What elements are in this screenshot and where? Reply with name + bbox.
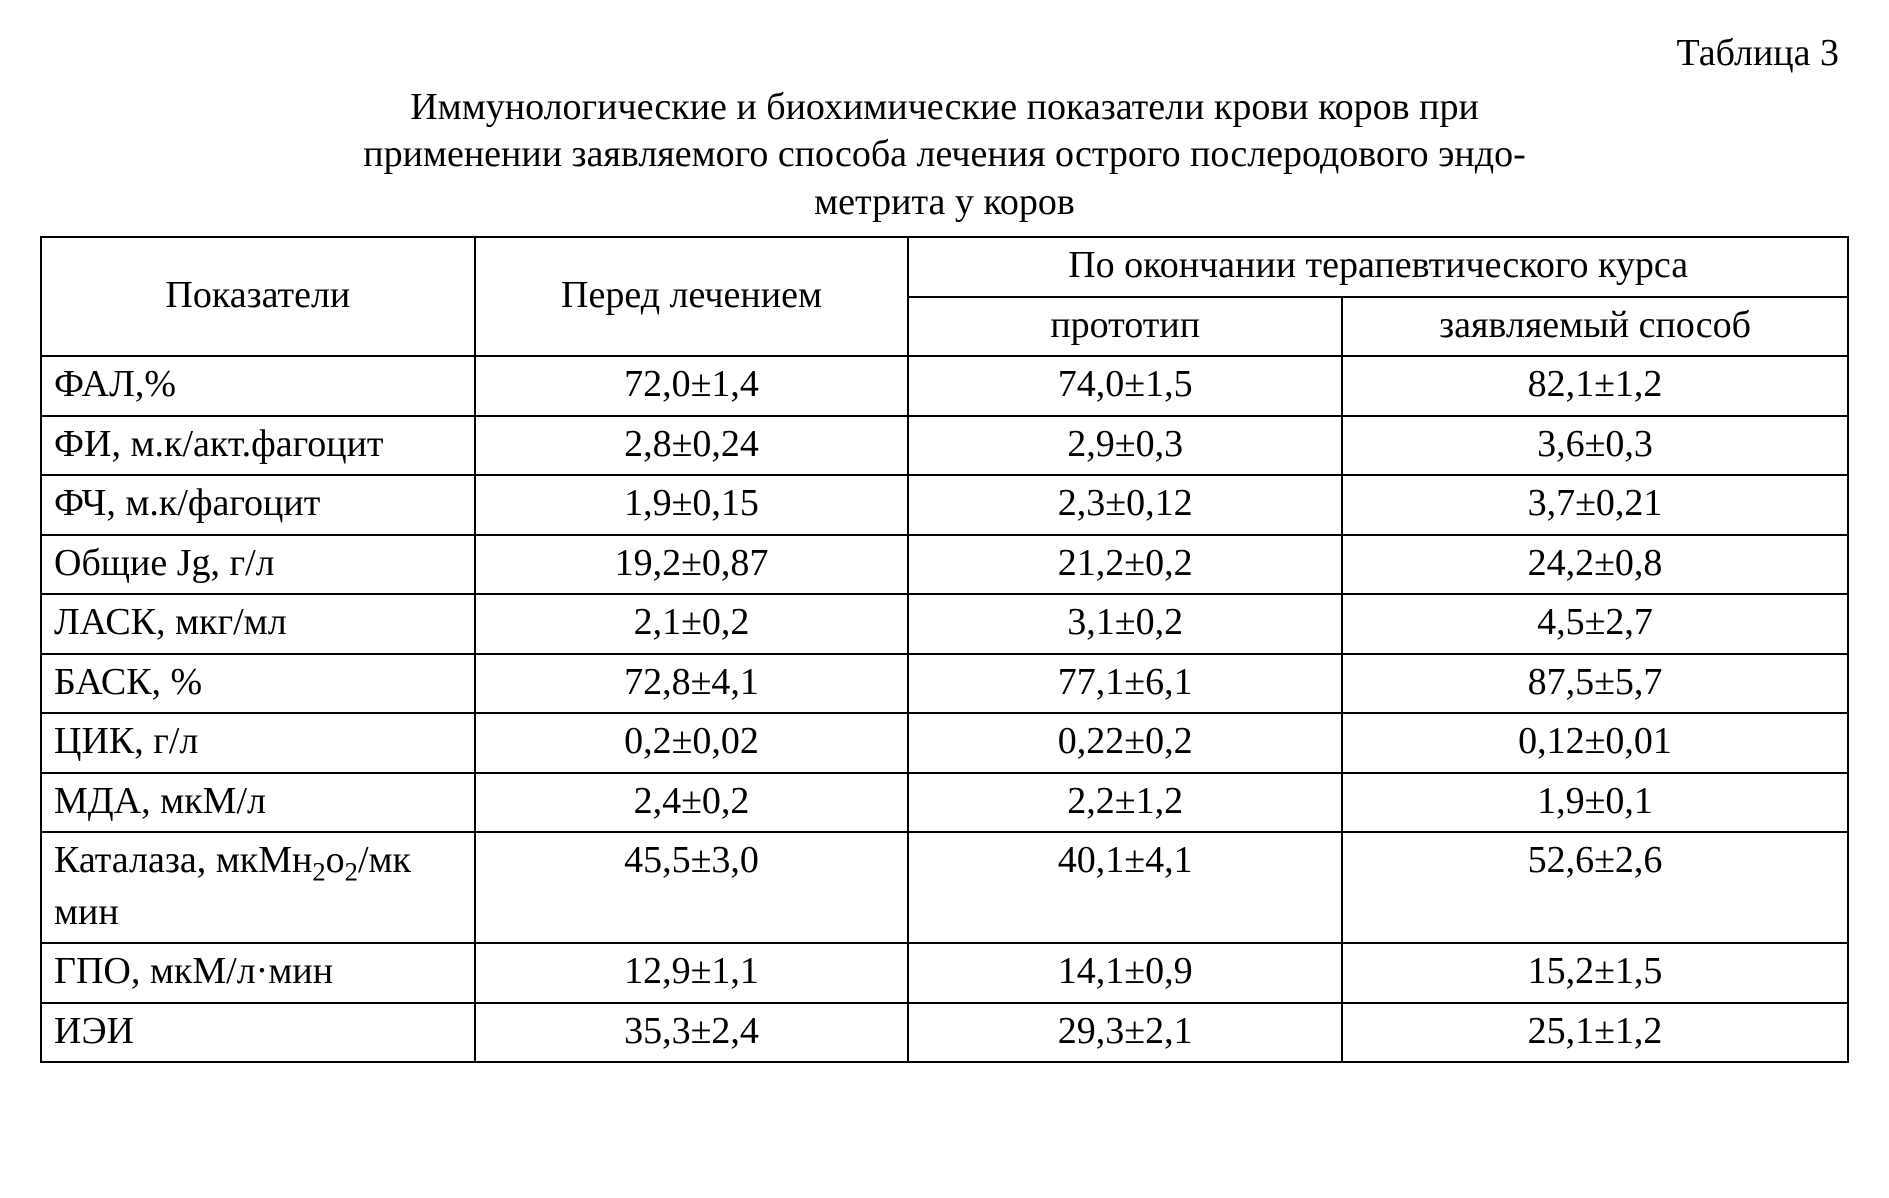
header-prototype: прототип (908, 297, 1342, 357)
table-row: ИЭИ35,3±2,429,3±2,125,1±1,2 (41, 1003, 1848, 1063)
table-row: ФЧ, м.к/фагоцит1,9±0,152,3±0,123,7±0,21 (41, 475, 1848, 535)
cell-prototype: 40,1±4,1 (908, 832, 1342, 943)
cell-claimed: 24,2±0,8 (1342, 535, 1848, 595)
cell-prototype: 2,2±1,2 (908, 773, 1342, 833)
cell-before: 2,1±0,2 (475, 594, 909, 654)
table-row: ЛАСК, мкг/мл2,1±0,23,1±0,24,5±2,7 (41, 594, 1848, 654)
cell-claimed: 0,12±0,01 (1342, 713, 1848, 773)
cell-before: 72,0±1,4 (475, 356, 909, 416)
table-row: ЦИК, г/л0,2±0,020,22±0,20,12±0,01 (41, 713, 1848, 773)
cell-prototype: 74,0±1,5 (908, 356, 1342, 416)
cell-claimed: 82,1±1,2 (1342, 356, 1848, 416)
table-row: Общие Jg, г/л19,2±0,8721,2±0,224,2±0,8 (41, 535, 1848, 595)
cell-claimed: 15,2±1,5 (1342, 943, 1848, 1003)
cell-before: 19,2±0,87 (475, 535, 909, 595)
cell-prototype: 2,9±0,3 (908, 416, 1342, 476)
caption-line-2: применении заявляемого способа лечения о… (363, 133, 1526, 175)
cell-claimed: 52,6±2,6 (1342, 832, 1848, 943)
row-label: ФИ, м.к/акт.фагоцит (41, 416, 475, 476)
row-label: ЛАСК, мкг/мл (41, 594, 475, 654)
cell-before: 12,9±1,1 (475, 943, 909, 1003)
cell-before: 2,8±0,24 (475, 416, 909, 476)
table-caption: Иммунологические и биохимические показат… (55, 84, 1835, 227)
cell-claimed: 4,5±2,7 (1342, 594, 1848, 654)
cell-prototype: 29,3±2,1 (908, 1003, 1342, 1063)
caption-line-1: Иммунологические и биохимические показат… (410, 86, 1479, 128)
cell-prototype: 3,1±0,2 (908, 594, 1342, 654)
table-number: Таблица 3 (40, 30, 1839, 78)
table-body: ФАЛ,%72,0±1,474,0±1,582,1±1,2ФИ, м.к/акт… (41, 356, 1848, 1062)
cell-claimed: 87,5±5,7 (1342, 654, 1848, 714)
table-head: Показатели Перед лечением По окончании т… (41, 237, 1848, 356)
row-label: БАСК, % (41, 654, 475, 714)
header-after-course: По окончании терапевтического курса (908, 237, 1848, 297)
row-label: ФАЛ,% (41, 356, 475, 416)
data-table: Показатели Перед лечением По окончании т… (40, 236, 1849, 1063)
table-row: Каталаза, мкМн2о2/мк мин45,5±3,040,1±4,1… (41, 832, 1848, 943)
header-indicators: Показатели (41, 237, 475, 356)
table-row: ФИ, м.к/акт.фагоцит2,8±0,242,9±0,33,6±0,… (41, 416, 1848, 476)
cell-prototype: 2,3±0,12 (908, 475, 1342, 535)
table-row: БАСК, %72,8±4,177,1±6,187,5±5,7 (41, 654, 1848, 714)
header-claimed-method: заявляемый способ (1342, 297, 1848, 357)
row-label: ГПО, мкМ/л·мин (41, 943, 475, 1003)
caption-line-3: метрита у коров (814, 181, 1075, 223)
table-row: ГПО, мкМ/л·мин12,9±1,114,1±0,915,2±1,5 (41, 943, 1848, 1003)
cell-before: 35,3±2,4 (475, 1003, 909, 1063)
cell-before: 72,8±4,1 (475, 654, 909, 714)
page: Таблица 3 Иммунологические и биохимическ… (0, 0, 1889, 1093)
header-row-1: Показатели Перед лечением По окончании т… (41, 237, 1848, 297)
cell-before: 2,4±0,2 (475, 773, 909, 833)
cell-prototype: 0,22±0,2 (908, 713, 1342, 773)
row-label: Общие Jg, г/л (41, 535, 475, 595)
cell-claimed: 25,1±1,2 (1342, 1003, 1848, 1063)
row-label: ФЧ, м.к/фагоцит (41, 475, 475, 535)
cell-prototype: 14,1±0,9 (908, 943, 1342, 1003)
row-label: Каталаза, мкМн2о2/мк мин (41, 832, 475, 943)
cell-claimed: 1,9±0,1 (1342, 773, 1848, 833)
cell-claimed: 3,6±0,3 (1342, 416, 1848, 476)
table-row: ФАЛ,%72,0±1,474,0±1,582,1±1,2 (41, 356, 1848, 416)
cell-before: 45,5±3,0 (475, 832, 909, 943)
row-label: ЦИК, г/л (41, 713, 475, 773)
table-row: МДА, мкМ/л2,4±0,22,2±1,21,9±0,1 (41, 773, 1848, 833)
cell-before: 0,2±0,02 (475, 713, 909, 773)
row-label: ИЭИ (41, 1003, 475, 1063)
cell-claimed: 3,7±0,21 (1342, 475, 1848, 535)
cell-before: 1,9±0,15 (475, 475, 909, 535)
cell-prototype: 21,2±0,2 (908, 535, 1342, 595)
row-label: МДА, мкМ/л (41, 773, 475, 833)
header-before-treatment: Перед лечением (475, 237, 909, 356)
cell-prototype: 77,1±6,1 (908, 654, 1342, 714)
